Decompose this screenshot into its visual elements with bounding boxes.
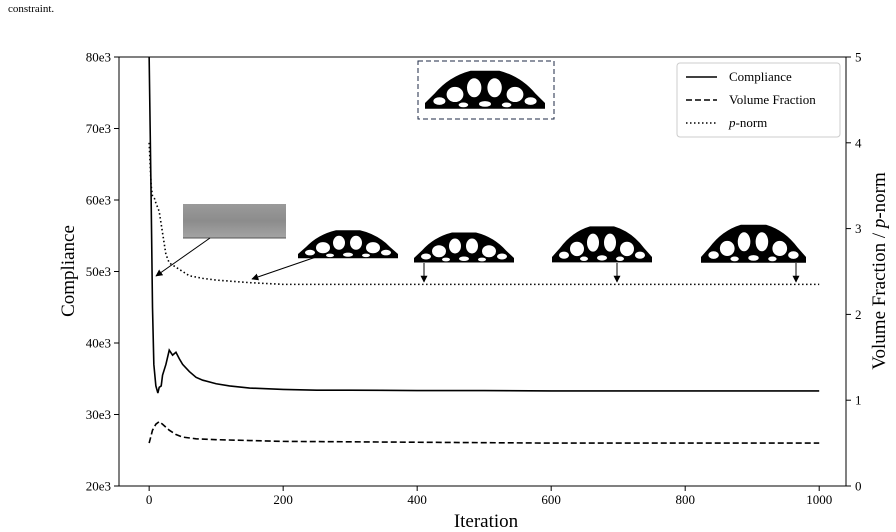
legend-label-volume-fraction: Volume Fraction bbox=[729, 92, 816, 107]
y2-axis-title-part-1: Volume Fraction / bbox=[869, 228, 890, 370]
legend: Compliance Volume Fraction p-norm bbox=[676, 62, 841, 138]
inset-arrows bbox=[155, 237, 800, 283]
y-tick-label: 70e3 bbox=[86, 121, 111, 136]
inset-early-design bbox=[298, 230, 398, 259]
series-line-volume-fraction bbox=[148, 420, 820, 444]
x-tick-label: 600 bbox=[541, 492, 561, 507]
x-tick-label: 1000 bbox=[806, 492, 832, 507]
legend-label-p-norm: p-norm bbox=[728, 115, 767, 130]
inset-images bbox=[183, 60, 806, 263]
y-tick-label: 30e3 bbox=[86, 407, 111, 422]
inset-design-700 bbox=[552, 226, 652, 263]
legend-label-p-norm-italic: p bbox=[728, 115, 736, 130]
y2-tick-label: 1 bbox=[855, 393, 862, 408]
inset-design-925 bbox=[701, 224, 806, 263]
x-tick-label: 800 bbox=[675, 492, 695, 507]
x-tick-label: 200 bbox=[273, 492, 293, 507]
y-tick-label: 80e3 bbox=[86, 50, 111, 65]
series-line-p-norm bbox=[148, 142, 820, 286]
x-tick-label: 400 bbox=[407, 492, 427, 507]
legend-label-compliance: Compliance bbox=[729, 69, 792, 84]
y-tick-label: 50e3 bbox=[86, 264, 111, 279]
y-tick-label: 60e3 bbox=[86, 193, 111, 208]
x-axis-title: Iteration bbox=[454, 511, 519, 532]
y2-tick-label: 4 bbox=[855, 135, 862, 150]
y2-tick-label: 0 bbox=[855, 479, 862, 494]
inset-initial-gray bbox=[183, 204, 286, 239]
y-axis-title: Compliance bbox=[58, 225, 79, 317]
x-tick-label: 0 bbox=[146, 492, 153, 507]
legend-label-p-norm-rest: -norm bbox=[736, 115, 768, 130]
y2-axis-title-part-3: -norm bbox=[869, 172, 890, 219]
series-layer bbox=[148, 56, 820, 444]
series-line-compliance bbox=[148, 56, 820, 394]
y2-axis-ticks: 0 1 2 3 4 5 bbox=[846, 50, 862, 494]
y-tick-label: 40e3 bbox=[86, 336, 111, 351]
arrow-early-design bbox=[251, 256, 317, 281]
arrow-initial-gray bbox=[155, 237, 211, 277]
y2-tick-label: 5 bbox=[855, 50, 862, 65]
y2-axis-title-part-2: p bbox=[869, 219, 890, 231]
y2-tick-label: 2 bbox=[855, 307, 862, 322]
legend-box bbox=[676, 62, 841, 138]
y-tick-label: 20e3 bbox=[86, 479, 111, 494]
y2-axis-title: Volume Fraction / p-norm bbox=[869, 172, 890, 370]
x-axis-ticks: 0 200 400 600 800 1000 bbox=[146, 486, 832, 507]
y2-tick-label: 3 bbox=[855, 221, 862, 236]
figure-caption: constraint. bbox=[8, 3, 55, 15]
inset-final-design bbox=[417, 60, 555, 120]
y-axis-ticks: 20e3 30e3 40e3 50e3 60e3 70e3 80e3 bbox=[86, 50, 119, 494]
inset-design-400 bbox=[414, 232, 514, 263]
